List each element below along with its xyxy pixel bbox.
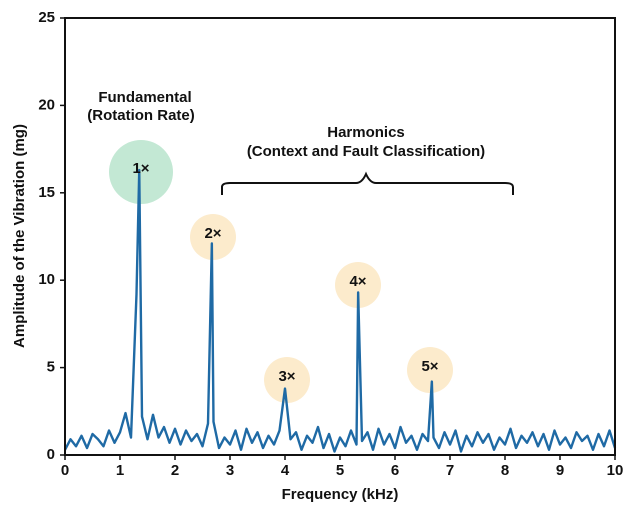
y-tick-label: 0 (47, 446, 55, 463)
x-tick-label: 0 (61, 462, 69, 479)
annotation: (Context and Fault Classification) (247, 143, 485, 160)
y-tick-label: 20 (38, 96, 55, 113)
x-tick-label: 7 (446, 462, 454, 479)
peak-label: 4× (349, 273, 366, 290)
x-tick-label: 3 (226, 462, 234, 479)
y-tick-label: 15 (38, 184, 55, 201)
peak-label: 3× (278, 368, 295, 385)
annotation: (Rotation Rate) (87, 107, 195, 124)
x-axis-label: Frequency (kHz) (282, 486, 399, 503)
harmonics-brace (221, 171, 514, 195)
plot-frame (64, 17, 616, 456)
peak-highlight (109, 140, 173, 204)
peak-highlight (407, 347, 453, 393)
x-tick-label: 6 (391, 462, 399, 479)
annotation: Fundamental (98, 89, 191, 106)
peak-highlight (264, 357, 310, 403)
y-axis-label: Amplitude of the Vibration (mg) (11, 124, 28, 348)
y-tick-label: 10 (38, 271, 55, 288)
peak-label: 2× (204, 225, 221, 242)
y-tick-label: 5 (47, 359, 55, 376)
peak-label: 5× (421, 358, 438, 375)
x-tick-label: 4 (281, 462, 290, 479)
x-tick-label: 10 (607, 462, 624, 479)
x-tick-label: 2 (171, 462, 179, 479)
y-tick-label: 25 (38, 9, 55, 26)
peak-highlight (190, 214, 236, 260)
peak-highlight (335, 262, 381, 308)
x-tick-label: 9 (556, 462, 564, 479)
x-tick-label: 5 (336, 462, 344, 479)
annotation: Harmonics (327, 124, 405, 141)
x-tick-label: 8 (501, 462, 509, 479)
peak-label: 1× (132, 160, 149, 177)
x-tick-label: 1 (116, 462, 124, 479)
spectrum-line (63, 168, 617, 453)
